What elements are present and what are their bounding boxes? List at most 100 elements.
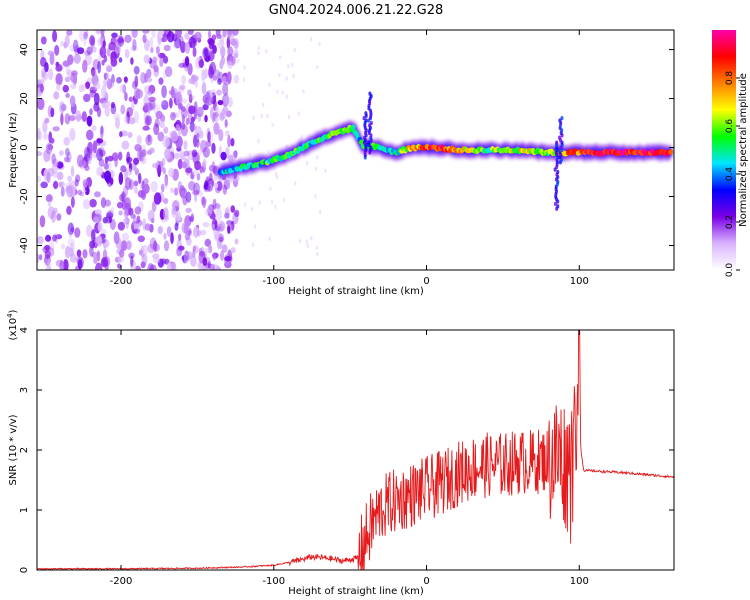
noise-speckle [77,189,83,196]
noise-speckle [52,234,57,242]
noise-speckle [191,149,198,158]
noise-speckle [242,77,246,82]
noise-speckle [105,72,110,79]
noise-speckle [200,229,207,236]
noise-speckle [202,158,207,168]
noise-speckle [287,114,291,120]
noise-speckle [121,199,126,211]
noise-speckle [133,111,140,124]
noise-speckle [298,239,302,244]
noise-speckle [136,215,141,224]
noise-speckle [83,31,88,40]
y-tick-label: 20 [19,92,30,105]
noise-speckle [180,121,186,130]
noise-speckle [37,252,40,264]
noise-speckle [64,113,71,125]
noise-speckle [274,204,277,209]
noise-speckle [208,204,215,211]
noise-speckle [69,242,75,255]
noise-speckle [96,148,104,161]
noise-speckle [93,257,98,264]
noise-speckle [228,97,233,108]
noise-speckle [86,224,93,238]
noise-speckle [132,38,137,51]
noise-speckle [70,196,75,208]
noise-speckle [122,218,128,224]
noise-speckle [84,165,90,171]
noise-speckle [171,112,180,118]
noise-speckle [306,243,310,249]
noise-speckle [97,235,103,247]
noise-speckle [185,117,190,126]
noise-speckle [126,240,132,251]
noise-speckle [124,197,131,208]
noise-speckle [103,162,109,170]
noise-speckle [207,131,211,143]
noise-speckle [37,97,45,111]
noise-speckle [189,123,197,131]
noise-speckle [316,64,319,70]
noise-speckle [74,179,79,187]
noise-speckle [164,174,169,187]
noise-speckle [179,150,185,160]
noise-speckle [161,85,167,98]
noise-speckle [215,30,221,39]
y-tick-label: 0 [19,567,30,573]
noise-speckle [217,71,223,83]
ridge-core [359,139,364,145]
noise-speckle [60,181,65,189]
noise-speckle [66,185,74,198]
noise-speckle [206,96,214,106]
noise-speckle [118,210,123,216]
noise-speckle [82,249,88,259]
noise-speckle [201,81,207,95]
ridge-core [350,124,356,130]
noise-speckle [200,263,209,270]
noise-speckle [271,122,274,128]
y-tick-label: 4 [19,327,30,333]
noise-speckle [37,127,41,140]
noise-speckle [285,76,288,81]
noise-speckle [218,129,224,142]
noise-speckle [52,126,60,132]
spectrogram-y-ticks: 40 20 0 -20 -40 [19,43,674,254]
noise-speckle [158,77,164,85]
noise-speckle [213,165,217,174]
noise-speckle [45,142,53,155]
noise-speckle [39,215,46,228]
noise-speckle [209,131,214,143]
noise-speckle [234,238,239,245]
noise-speckle [68,226,72,239]
noise-speckle [233,52,239,59]
noise-speckle [293,47,296,53]
noise-speckle [223,179,231,190]
noise-speckle [133,65,140,75]
noise-speckle [170,232,174,245]
noise-speckle [75,110,82,122]
noise-speckle [220,151,227,161]
noise-speckle [130,45,138,52]
noise-speckle [170,132,179,142]
noise-speckle [278,72,281,78]
noise-speckle [224,256,232,262]
ridge-spike [558,118,562,123]
noise-speckle [128,207,134,216]
noise-speckle [121,140,130,150]
noise-speckle [175,123,180,132]
noise-speckle [224,118,228,128]
colorbar-tick-label: 0.6 [725,119,735,134]
noise-speckle [55,234,63,240]
noise-speckle [87,151,93,161]
noise-speckle [55,259,63,267]
noise-speckle [64,76,71,83]
noise-speckle [148,99,156,111]
noise-speckle [144,223,151,231]
noise-speckle [150,47,154,54]
noise-speckle [161,100,169,111]
noise-speckle [221,244,228,254]
noise-speckle [267,149,270,155]
noise-speckle [198,59,205,68]
noise-speckle [170,111,176,121]
noise-speckle [174,37,182,49]
